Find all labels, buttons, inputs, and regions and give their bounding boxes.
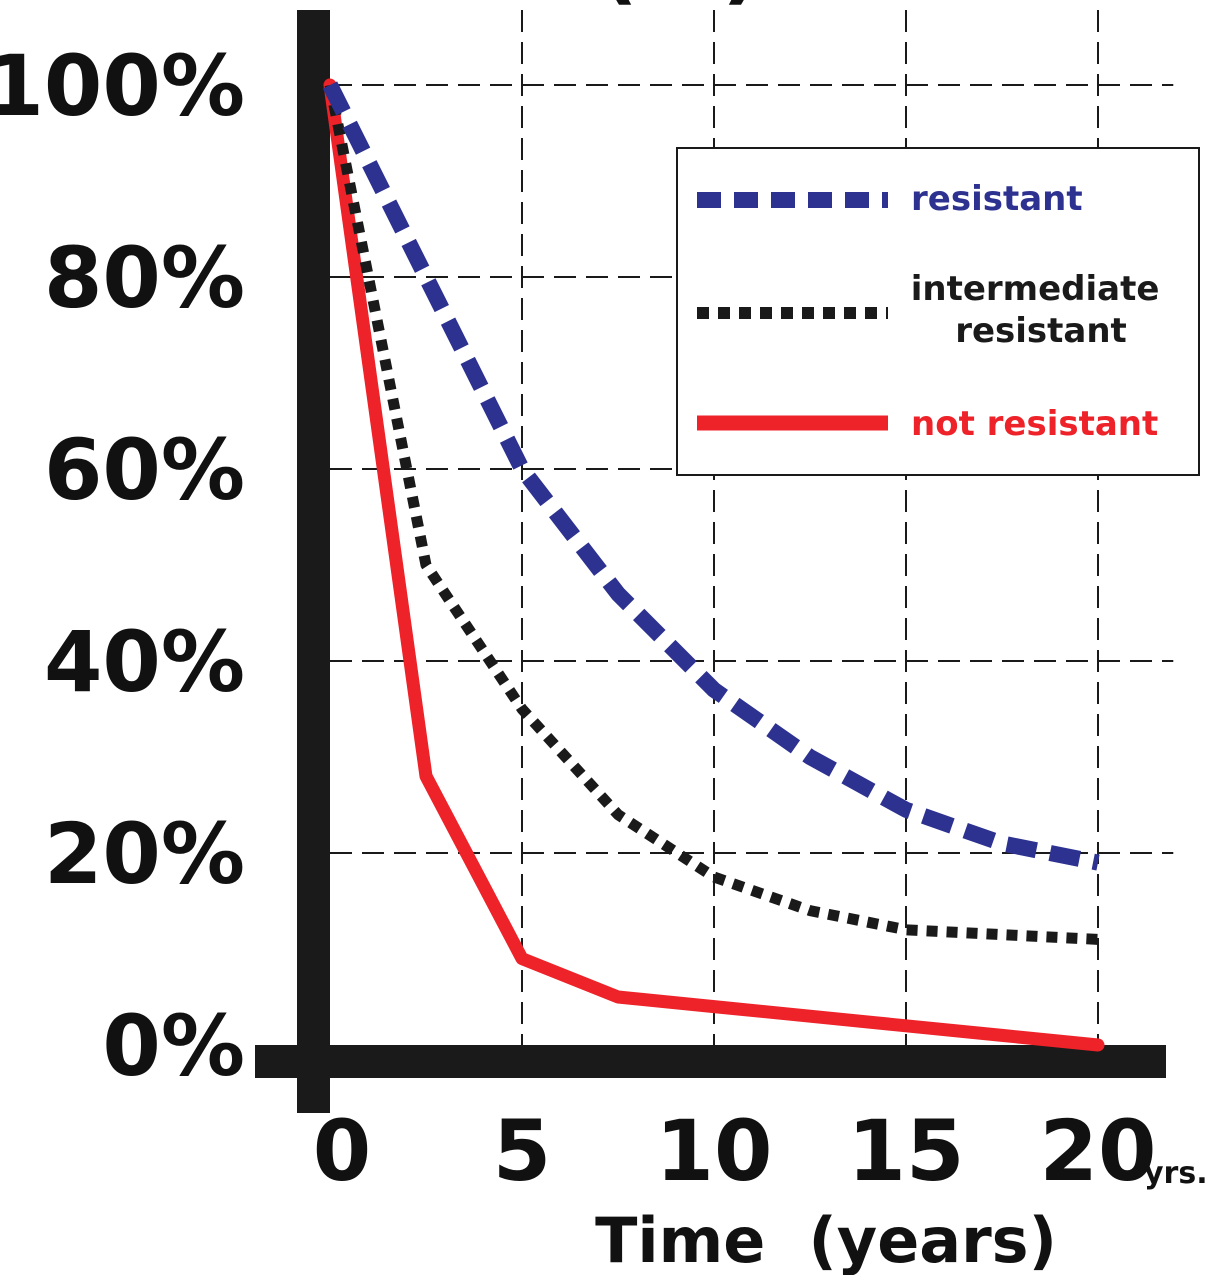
- x-tick-label: 15: [848, 1102, 965, 1200]
- legend-label-resistant: resistant: [911, 179, 1083, 219]
- y-tick-label: 0%: [102, 997, 245, 1095]
- y-tick-label: 80%: [44, 229, 245, 327]
- legend-label-not-resistant: not resistant: [911, 404, 1158, 444]
- y-axis: [297, 10, 330, 1113]
- legend-label-intermediate-line1: intermediate: [911, 269, 1160, 309]
- series-line-intermediate-resistant: [324, 83, 1099, 945]
- y-tick-label: 60%: [44, 421, 245, 519]
- y-tick-labels: 0% 20% 40% 60% 80% 100%: [0, 37, 245, 1095]
- y-tick-label: 40%: [44, 613, 245, 711]
- x-tick-label: 0: [313, 1102, 371, 1200]
- legend: resistant intermediate resistant not res…: [676, 147, 1200, 476]
- x-tick-label: 20: [1040, 1102, 1157, 1200]
- y-tick-label: 100%: [0, 37, 245, 135]
- x-unit-label: yrs.: [1144, 1156, 1208, 1191]
- series-line-resistant: [322, 81, 1100, 871]
- legend-label-intermediate: intermediate resistant: [911, 269, 1172, 351]
- x-axis: [255, 1045, 1166, 1078]
- x-tick-label: 10: [656, 1102, 773, 1200]
- legend-label-intermediate-line2: resistant: [955, 311, 1127, 351]
- series-layer: [322, 78, 1105, 1052]
- y-tick-label: 20%: [44, 805, 245, 903]
- series-line-not-resistant: [323, 78, 1105, 1052]
- chart-title-partial: (%): [600, 0, 761, 14]
- x-axis-label: Time (years): [595, 1204, 1057, 1275]
- x-tick-label: 5: [493, 1102, 551, 1200]
- x-tick-labels: 0 5 10 15 20: [313, 1102, 1157, 1200]
